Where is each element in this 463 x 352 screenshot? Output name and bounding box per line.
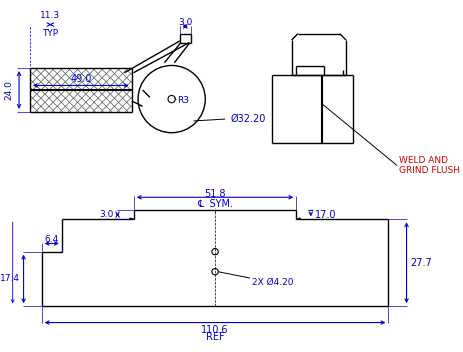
Text: REF: REF	[205, 332, 224, 342]
Text: 49.0: 49.0	[70, 74, 91, 84]
Text: 17.0: 17.0	[314, 210, 335, 220]
Text: 6.4: 6.4	[44, 235, 59, 244]
Text: ℄  SYM.: ℄ SYM.	[197, 199, 232, 209]
Text: 51.8: 51.8	[204, 189, 225, 199]
Text: 3.0: 3.0	[178, 18, 192, 27]
Text: 3.0: 3.0	[100, 210, 113, 219]
Text: WELD AND
GRIND FLUSH: WELD AND GRIND FLUSH	[398, 156, 459, 175]
Text: 17.4: 17.4	[0, 275, 20, 283]
Text: Ø32.20: Ø32.20	[230, 114, 265, 124]
Text: TYP: TYP	[42, 29, 58, 38]
Text: 110.6: 110.6	[201, 325, 228, 335]
Text: 27.7: 27.7	[409, 258, 431, 268]
Text: 24.0: 24.0	[5, 80, 13, 100]
Text: 2X Ø4.20: 2X Ø4.20	[251, 278, 293, 287]
Text: 11.3: 11.3	[40, 11, 60, 20]
Text: R3: R3	[177, 96, 189, 105]
